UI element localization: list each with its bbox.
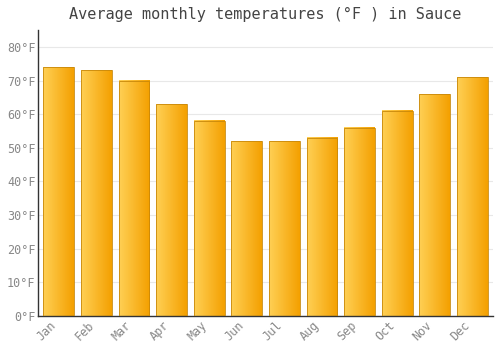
Bar (457, 77, 488, 316)
Bar (420, 94, 450, 316)
Bar (306, 138, 338, 316)
Bar (344, 128, 375, 316)
Bar (81, 70, 112, 316)
Title: Average monthly temperatures (°F ) in Sauce: Average monthly temperatures (°F ) in Sa… (70, 7, 462, 22)
Bar (44, 67, 74, 316)
Bar (382, 111, 412, 316)
Bar (269, 141, 300, 316)
Bar (118, 80, 150, 316)
Bar (194, 121, 224, 316)
Bar (156, 104, 187, 316)
Bar (232, 141, 262, 316)
